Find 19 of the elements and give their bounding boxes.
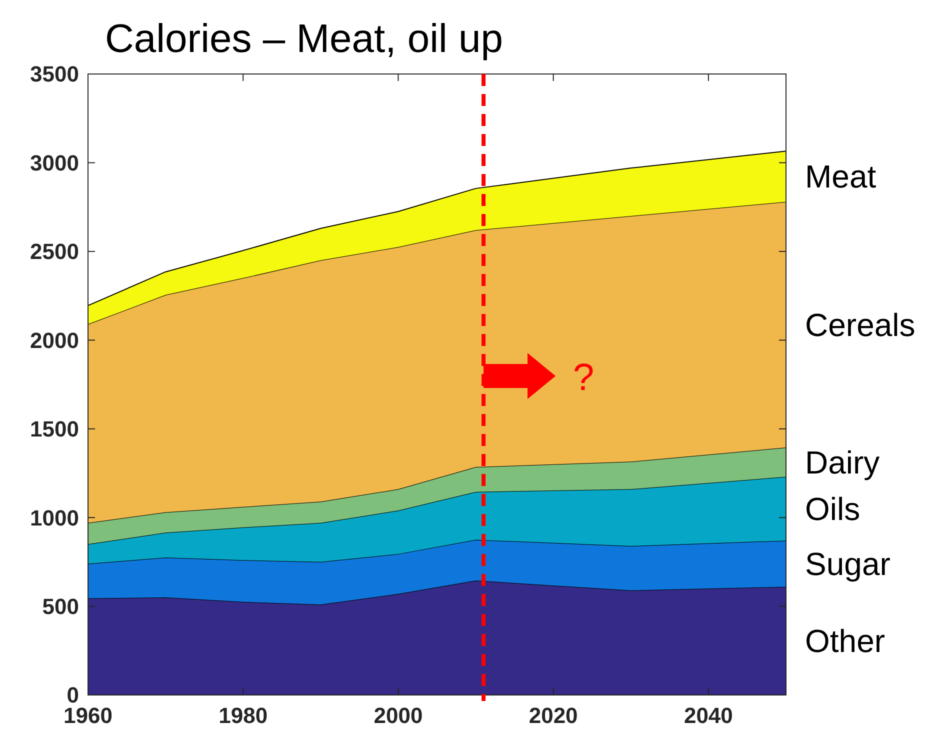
series-label: Dairy bbox=[805, 444, 880, 480]
x-tick-label: 1980 bbox=[218, 703, 268, 728]
y-tick-label: 500 bbox=[42, 594, 79, 619]
x-tick-label: 2000 bbox=[374, 703, 423, 728]
chart-title: Calories – Meat, oil up bbox=[105, 17, 503, 61]
series-label: Other bbox=[805, 623, 886, 660]
x-tick-label: 2020 bbox=[528, 703, 578, 728]
series-label: Cereals bbox=[805, 306, 916, 343]
y-tick-label: 1500 bbox=[30, 416, 79, 442]
y-tick-label: 3000 bbox=[30, 150, 79, 176]
annotation: ? bbox=[572, 357, 594, 399]
y-tick-label: 3500 bbox=[30, 62, 79, 87]
series-label: Oils bbox=[805, 490, 860, 527]
series-label: Sugar bbox=[805, 546, 891, 582]
y-tick-label: 1000 bbox=[30, 505, 79, 530]
series-label: Meat bbox=[805, 158, 876, 195]
y-tick-label: 2500 bbox=[30, 239, 79, 264]
y-tick-label: 2000 bbox=[30, 328, 79, 353]
x-tick-label: 2040 bbox=[684, 703, 733, 728]
